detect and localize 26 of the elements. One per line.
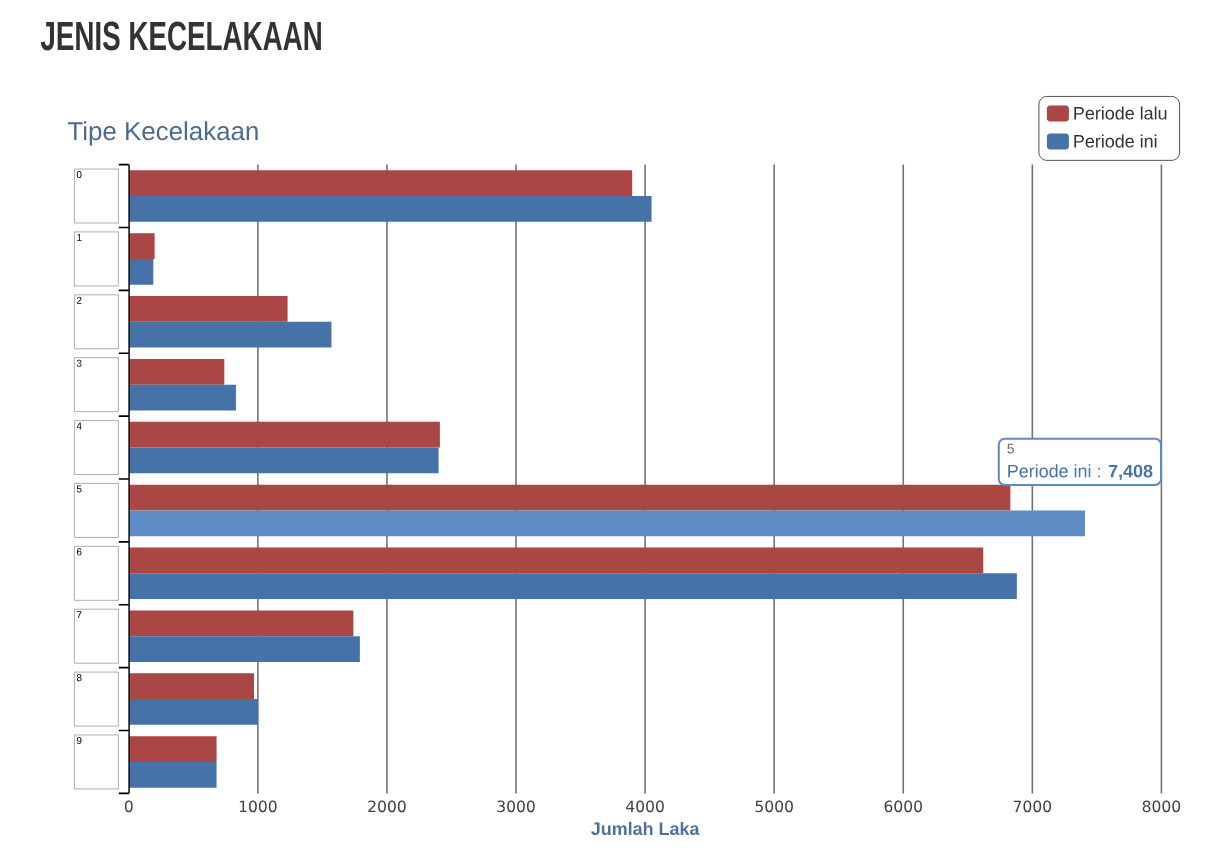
bar (128, 447, 439, 474)
bar (128, 296, 288, 322)
bar (128, 573, 1017, 600)
bar (128, 610, 354, 637)
bar (128, 196, 652, 222)
x-axis-title: Jumlah Laka (591, 821, 700, 836)
bar (128, 358, 225, 385)
bar (128, 673, 255, 700)
bar (128, 170, 633, 197)
bar (128, 321, 332, 348)
bar (128, 258, 154, 285)
legend-label: Periode ini (1074, 134, 1157, 148)
bar (128, 384, 236, 411)
legend-label: Periode lalu (1074, 106, 1167, 120)
bar (128, 421, 440, 448)
chart-subtitle: Tipe Kecelakaan (68, 121, 258, 146)
bar (128, 736, 217, 762)
bar (128, 484, 1011, 511)
bar (128, 761, 217, 788)
bar (128, 547, 984, 574)
chart-title: JENIS KECELAKAAN (40, 21, 321, 51)
bar (128, 233, 155, 259)
bar (128, 636, 360, 662)
bar (128, 510, 1085, 537)
annotation: Periode ini : 7,408 (1008, 464, 1153, 481)
bar (128, 699, 258, 725)
